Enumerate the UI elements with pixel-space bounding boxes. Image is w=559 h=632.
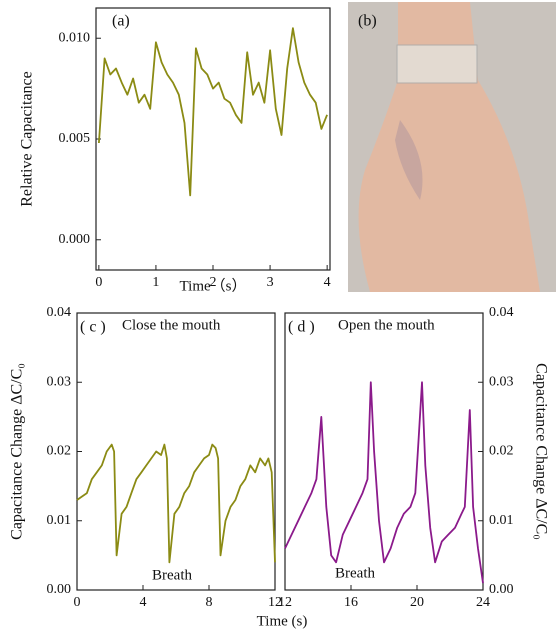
- x-tick-label: 4: [324, 275, 331, 290]
- x-tick-label: 8: [206, 595, 213, 610]
- y-axis-label: Capacitance Change ΔC/C₀: [532, 363, 549, 540]
- panel-label: (b): [358, 13, 377, 30]
- data-line: [76, 443, 276, 564]
- y-axis-label: Relative Capacitance: [19, 71, 36, 206]
- x-tick-label: 0: [95, 275, 102, 290]
- panel-label: ( c ): [80, 319, 106, 336]
- x-tick-label: 0: [74, 595, 81, 610]
- y-tick-label: 0.000: [59, 232, 91, 247]
- x-axis-label: Time (s): [257, 613, 308, 629]
- data-line: [98, 27, 328, 197]
- y-tick-label: 0.02: [47, 444, 72, 459]
- y-tick-label: 0.03: [489, 374, 514, 389]
- data-line: [284, 381, 484, 584]
- x-tick-label: 3: [267, 275, 274, 290]
- panel-label: ( d ): [288, 319, 315, 336]
- x-tick-label: 12: [278, 595, 292, 610]
- y-tick-label: 0.00: [47, 582, 72, 597]
- y-tick-label: 0.04: [489, 305, 514, 320]
- x-tick-label: 16: [344, 595, 358, 610]
- y-tick-label: 0.04: [47, 305, 72, 320]
- y-tick-label: 0.01: [47, 513, 72, 528]
- y-axis-label: Capacitance Change ΔC/C₀: [9, 363, 26, 540]
- annotation: Close the mouth: [122, 317, 221, 333]
- photo: (b): [348, 2, 556, 292]
- y-tick-label: 0.03: [47, 374, 72, 389]
- annotation: Open the mouth: [338, 317, 435, 333]
- panel-label: (a): [112, 13, 130, 30]
- x-tick-label: 1: [152, 275, 159, 290]
- marker-label: Breath: [335, 565, 375, 581]
- vein-shadow: [395, 120, 423, 200]
- y-tick-label: 0.005: [59, 131, 91, 146]
- x-tick-label: 12: [268, 595, 282, 610]
- sensor-patch: [396, 44, 478, 84]
- y-tick-label: 0.02: [489, 444, 514, 459]
- marker-label: Breath: [152, 567, 192, 583]
- y-tick-label: 0.01: [489, 513, 514, 528]
- x-tick-label: 20: [410, 595, 424, 610]
- x-tick-label: 24: [476, 595, 490, 610]
- plot-frame: [284, 312, 484, 591]
- y-tick-label: 0.00: [489, 582, 514, 597]
- plot-frame: [95, 7, 331, 271]
- y-tick-label: 0.010: [59, 30, 91, 45]
- x-tick-label: 2: [210, 275, 217, 290]
- x-tick-label: 4: [140, 595, 147, 610]
- x-axis-label: Time（s）: [180, 277, 247, 294]
